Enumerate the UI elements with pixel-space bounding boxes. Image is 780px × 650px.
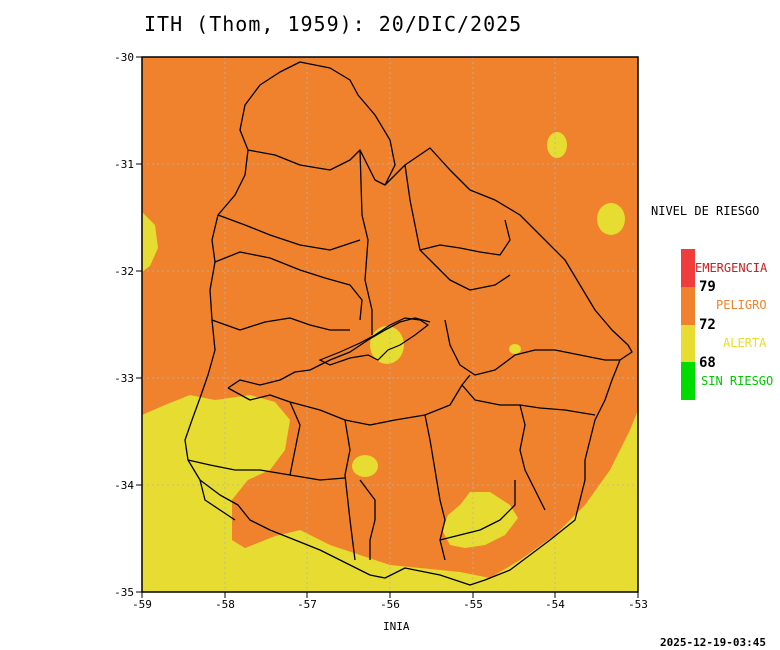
legend-label-alerta: ALERTA — [723, 336, 767, 350]
dept-line-18 — [199, 479, 236, 521]
legend-label-emergencia: EMERGENCIA — [695, 261, 768, 275]
legend-swatch-alerta — [681, 325, 695, 362]
y-axis — [136, 56, 142, 593]
grid-lines — [142, 57, 638, 592]
alerta-east-patch — [597, 203, 625, 235]
dept-line-16 — [359, 479, 376, 560]
x-axis — [141, 592, 639, 598]
x-tick-label: -53 — [628, 598, 648, 611]
y-tick-labels: -30 -31 -32 -33 -34 -35 — [114, 51, 134, 599]
legend-title: NIVEL DE RIESGO — [651, 204, 760, 218]
dept-line-1 — [247, 149, 386, 186]
dept-line-7 — [404, 164, 511, 291]
alerta-small-patch — [509, 344, 521, 354]
y-tick-label: -33 — [114, 372, 134, 385]
legend-swatch-sin-riesgo — [681, 362, 695, 400]
credit-text: INIA — [383, 620, 410, 633]
y-tick-label: -32 — [114, 265, 134, 278]
x-tick-label: -54 — [545, 598, 565, 611]
country-outline — [184, 61, 633, 586]
alerta-west-bulge — [142, 212, 158, 272]
legend-threshold-72: 72 — [699, 317, 716, 333]
legend-threshold-79: 79 — [699, 279, 716, 295]
x-tick-labels: -59 -58 -57 -56 -55 -54 -53 — [132, 598, 648, 611]
x-tick-label: -55 — [463, 598, 483, 611]
dept-line-4 — [211, 317, 350, 331]
x-tick-label: -56 — [380, 598, 400, 611]
timestamp: 2025-12-19-03:45 — [660, 636, 766, 649]
y-tick-label: -31 — [114, 158, 134, 171]
map-title: ITH (Thom, 1959): 20/DIC/2025 — [144, 12, 523, 36]
legend-label-peligro: PELIGRO — [716, 298, 767, 312]
alerta-ne-patch — [547, 132, 567, 158]
legend-swatch-emergencia — [681, 249, 695, 287]
alerta-center-patch — [370, 326, 404, 364]
dept-line-8 — [444, 319, 620, 376]
dept-line-10 — [289, 401, 356, 561]
alerta-se-patch — [442, 492, 518, 548]
dept-line-3 — [214, 251, 363, 321]
legend-swatch-peligro — [681, 287, 695, 325]
dept-line-17 — [439, 480, 516, 541]
legend-threshold-68: 68 — [699, 355, 716, 371]
dept-line-6 — [419, 219, 511, 256]
dept-line-15 — [187, 459, 346, 481]
alerta-zones — [142, 132, 638, 592]
dept-line-5 — [359, 149, 373, 335]
y-tick-label: -30 — [114, 51, 134, 64]
dept-line-2 — [217, 214, 361, 251]
legend-label-sin-riesgo: SIN RIESGO — [701, 374, 774, 388]
alerta-south-center-patch — [352, 455, 378, 477]
country-borders — [184, 61, 633, 586]
x-tick-label: -58 — [215, 598, 235, 611]
y-tick-label: -35 — [114, 586, 134, 599]
x-tick-label: -59 — [132, 598, 152, 611]
central-lake — [318, 317, 430, 366]
west-river — [227, 317, 431, 389]
y-tick-label: -34 — [114, 479, 134, 492]
alerta-south-zone — [142, 395, 638, 592]
x-tick-label: -57 — [297, 598, 317, 611]
peligro-south-inlay — [232, 452, 352, 548]
dept-line-14 — [519, 404, 546, 511]
